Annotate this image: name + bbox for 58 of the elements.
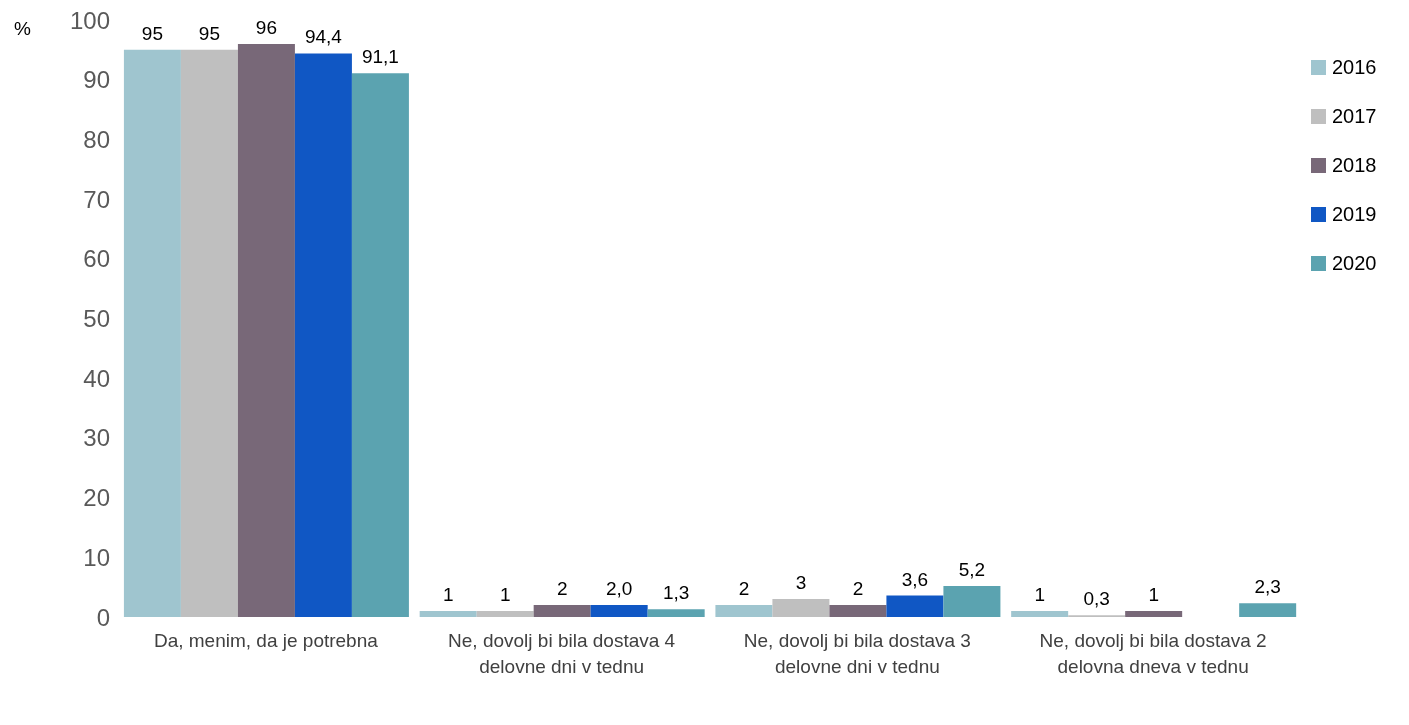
data-label: 2 [738,578,750,600]
data-label: 2,0 [605,578,633,600]
x-tick-label: Da, menim, da je potrebna [153,630,379,651]
y-tick-label: 10 [83,543,110,571]
x-tick-label: Ne, dovolj bi bila dostava 3 delovne dni v tednu [743,630,971,677]
data-label: 5,2 [958,558,986,580]
y-axis-title: % [14,18,31,40]
bar [123,49,181,617]
data-label: 3 [795,572,807,594]
data-label: 2 [556,578,568,600]
y-tick-label: 50 [83,305,110,333]
legend-label: 2016 [1332,56,1377,79]
data-label: 1 [499,584,511,606]
bar [1125,611,1183,617]
y-tick-label: 70 [83,185,110,213]
data-label: 94,4 [304,26,343,48]
bar [533,605,591,617]
bar [180,49,238,617]
y-tick-label: 30 [83,424,110,452]
bar [829,605,887,617]
bar [294,53,352,617]
data-label: 3,6 [901,568,929,590]
data-label: 2,3 [1254,576,1281,598]
bar [590,605,648,617]
bar [351,73,409,617]
x-tick-label: Ne, dovolj bi bila dostava 2 delovna dneva v tednu [1039,630,1267,677]
bar [476,611,534,617]
y-tick-label: 60 [83,245,110,273]
legend-label: 2017 [1332,105,1377,128]
y-tick-label: 90 [83,66,110,94]
bar [943,585,1001,617]
data-label: 96 [255,16,277,38]
data-label: 1 [1034,584,1045,606]
legend-label: 2020 [1332,252,1377,275]
y-tick-label: 20 [83,484,110,512]
data-label: 1 [442,584,454,606]
data-label: 95 [198,22,220,44]
data-label: 1,3 [662,582,690,604]
bar [886,595,944,617]
y-tick-label: 40 [83,364,110,392]
data-label: 91,1 [361,46,399,68]
legend-label: 2018 [1332,154,1377,177]
bar [715,605,773,617]
data-label: 1 [1148,584,1159,606]
data-label: 0,3 [1083,588,1110,610]
y-tick-label: 100 [69,6,110,34]
bar [237,43,295,617]
bar [772,599,830,617]
data-label: 95 [141,22,163,44]
legend-label: 2019 [1332,203,1377,226]
data-label: 2 [852,578,864,600]
y-tick-label: 80 [83,125,110,153]
bar [1239,603,1297,617]
y-tick-label: 0 [96,603,110,631]
bar [1011,611,1069,617]
x-tick-label: Ne, dovolj bi bila dostava 4 delovne dni v tednu [448,630,676,677]
bar [419,611,477,617]
bar [647,609,705,617]
